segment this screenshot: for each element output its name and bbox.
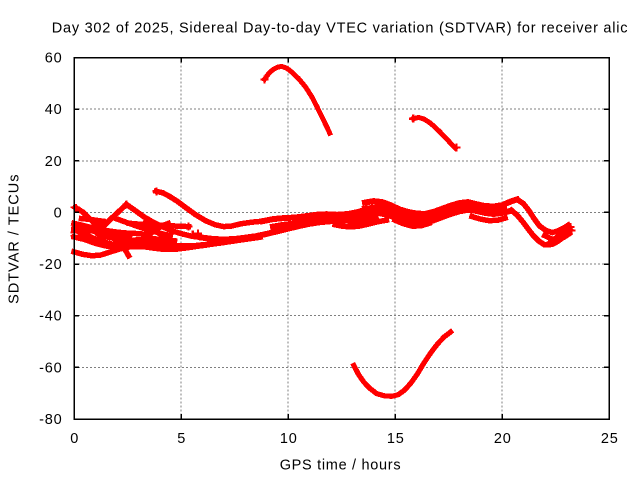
svg-text:15: 15 (387, 431, 405, 447)
svg-text:-20: -20 (39, 257, 62, 273)
svg-text:40: 40 (45, 102, 63, 118)
svg-text:20: 20 (45, 154, 63, 170)
svg-text:60: 60 (45, 51, 63, 67)
svg-text:-80: -80 (39, 412, 62, 428)
svg-text:0: 0 (54, 205, 63, 221)
svg-text:-60: -60 (39, 360, 62, 376)
svg-text:25: 25 (601, 431, 619, 447)
svg-text:Day 302 of 2025, Sidereal Day-: Day 302 of 2025, Sidereal Day-to-day VTE… (52, 21, 628, 37)
svg-text:20: 20 (494, 431, 512, 447)
svg-text:0: 0 (70, 431, 79, 447)
svg-text:-40: -40 (39, 309, 62, 325)
svg-text:GPS time / hours: GPS time / hours (280, 458, 402, 474)
svg-text:10: 10 (280, 431, 298, 447)
svg-text:SDTVAR / TECUs: SDTVAR / TECUs (7, 174, 23, 304)
svg-text:5: 5 (177, 431, 186, 447)
